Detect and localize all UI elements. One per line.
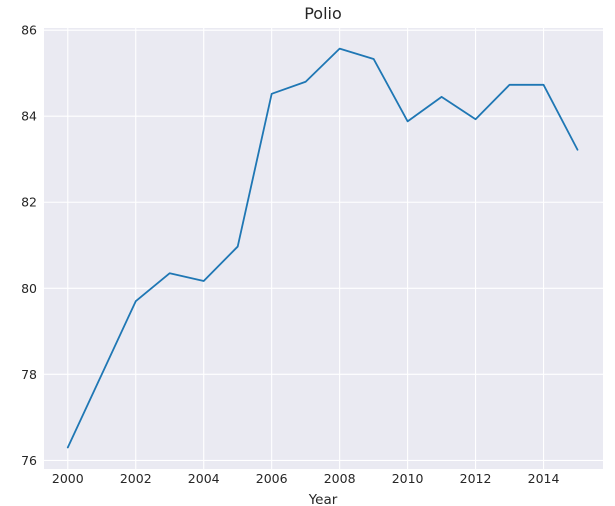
x-tick-label: 2010	[392, 471, 424, 486]
y-tick-label: 82	[21, 195, 37, 210]
series-line	[66, 47, 579, 449]
chart-title: Polio	[304, 4, 342, 23]
plot-area	[44, 28, 603, 469]
x-tick-label: 2000	[52, 471, 84, 486]
x-tick-label: 2012	[460, 471, 492, 486]
x-tick-label: 2004	[188, 471, 220, 486]
y-tick-label: 78	[21, 367, 37, 382]
y-tick-label: 84	[21, 109, 37, 124]
x-axis: 2000 2002 2004 2006 2008 2010 2012 2014	[52, 471, 560, 486]
grid-lines	[44, 28, 603, 469]
series-group	[66, 47, 579, 449]
y-tick-label: 86	[21, 23, 37, 38]
y-axis: 76 78 80 82 84 86	[21, 23, 37, 468]
x-tick-label: 2002	[120, 471, 152, 486]
x-tick-label: 2008	[324, 471, 356, 486]
y-tick-label: 76	[21, 453, 37, 468]
y-tick-label: 80	[21, 281, 37, 296]
x-tick-label: 2014	[528, 471, 560, 486]
x-tick-label: 2006	[256, 471, 288, 486]
x-axis-label: Year	[308, 492, 338, 506]
